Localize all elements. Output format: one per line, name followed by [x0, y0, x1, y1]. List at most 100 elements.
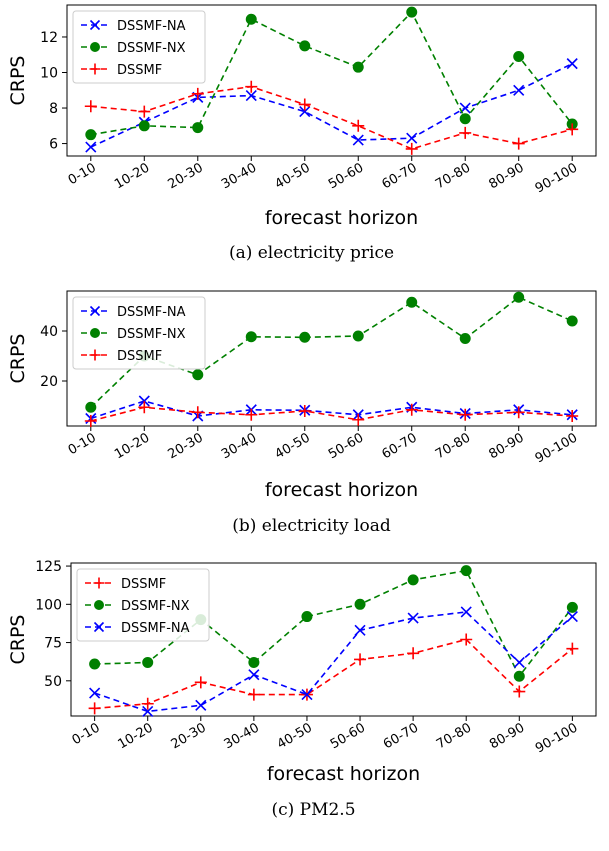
series-line: [90, 62, 573, 148]
data-point: [191, 87, 204, 100]
x-tick-label: 40-50: [273, 160, 313, 192]
data-point: [352, 330, 364, 342]
x-tick-label: 60-70: [381, 720, 421, 752]
data-point: [460, 606, 472, 618]
y-tick-label: 40: [40, 324, 58, 340]
chart-2: 50 75 100 125 0-10 10-20 20-30 30-40 40-50 50-60 6…: [7, 559, 597, 820]
legend-entry: DSSMF-NX: [81, 41, 186, 56]
data-point: [299, 106, 311, 118]
data-point: [299, 331, 311, 343]
legend-label: DSSMF: [117, 349, 162, 364]
legend-marker: [94, 600, 104, 610]
x-tick-label: 80-90: [487, 720, 527, 752]
data-point: [566, 410, 579, 422]
series-dssmf-na: [85, 58, 578, 153]
x-tick-label: 20-30: [166, 160, 206, 192]
legend-label: DSSMF-NX: [117, 41, 186, 56]
series-line: [94, 611, 573, 713]
data-point: [138, 395, 150, 407]
legend-label: DSSMF-NX: [121, 599, 190, 614]
series-line: [90, 10, 573, 136]
data-point: [407, 574, 419, 586]
x-tick-label: 50-60: [326, 160, 366, 192]
x-tick-label: 20-30: [169, 720, 209, 752]
data-point: [301, 689, 313, 701]
series-dssmf-nx: [85, 6, 578, 141]
y-tick-label: 8: [49, 101, 58, 117]
x-tick-label: 60-70: [380, 430, 420, 462]
data-point: [89, 658, 101, 670]
series-dssmf: [84, 401, 579, 427]
series-line: [94, 569, 574, 678]
series-line: [90, 406, 573, 422]
data-point: [407, 612, 419, 624]
x-tick-label: 90-100: [533, 160, 580, 196]
data-point: [245, 331, 257, 343]
x-tick-label: 40-50: [275, 720, 315, 752]
x-tick-label: 70-80: [434, 720, 474, 752]
data-point: [142, 705, 154, 717]
data-point: [513, 656, 525, 669]
y-tick-label: 125: [35, 559, 62, 575]
legend-marker: [90, 328, 100, 338]
data-point: [566, 642, 579, 655]
data-point: [191, 406, 204, 419]
y-tick-label: 75: [44, 636, 62, 652]
x-tick-label: 90-100: [533, 430, 580, 466]
series-dssmf: [84, 80, 579, 155]
data-point: [85, 401, 97, 413]
data-point: [405, 403, 418, 416]
y-tick-label: 10: [40, 66, 58, 82]
data-point: [245, 13, 257, 25]
data-point: [407, 647, 420, 660]
data-point: [566, 610, 578, 623]
x-tick-label: 10-20: [112, 160, 152, 192]
data-point: [352, 413, 365, 426]
data-point: [247, 688, 260, 701]
data-point: [406, 132, 418, 144]
legend-marker: [90, 42, 100, 52]
y-tick-label: 50: [44, 674, 62, 690]
data-point: [194, 676, 207, 689]
chart-caption: (c) PM2.5: [271, 800, 355, 820]
series-line: [90, 400, 573, 420]
x-tick-label: 30-40: [219, 160, 259, 192]
data-point: [566, 123, 579, 136]
plot-area-frame: [66, 4, 597, 157]
legend-box: [72, 10, 206, 84]
series-dssmf-nx: [89, 565, 578, 682]
x-tick-label: 90-100: [533, 720, 580, 756]
x-tick-label: 50-60: [326, 430, 366, 462]
x-tick-label: 60-70: [380, 160, 420, 192]
x-tick-label: 30-40: [219, 430, 259, 462]
legend-entry: DSSMF-NX: [81, 327, 186, 342]
data-point: [138, 120, 150, 132]
x-tick-label: 70-80: [433, 160, 473, 192]
y-axis-label: CRPS: [7, 615, 29, 665]
data-point: [406, 6, 418, 18]
x-tick-label: 0-10: [66, 160, 99, 188]
data-point: [299, 40, 311, 52]
legend-label: DSSMF-NA: [121, 621, 190, 636]
x-tick-label: 50-60: [328, 720, 368, 752]
x-tick-label: 0-10: [70, 720, 103, 748]
plot-area-frame: [66, 290, 597, 427]
chart-caption: (a) electricity price: [229, 243, 394, 263]
data-point: [85, 141, 97, 153]
x-tick-label: 0-10: [66, 430, 99, 458]
legend-marker: [89, 19, 101, 31]
legend-entry: DSSMF-NA: [81, 19, 186, 34]
data-point: [460, 565, 472, 577]
data-point: [406, 296, 418, 308]
series-dssmf-na: [85, 395, 578, 425]
chart-caption: (b) electricity load: [232, 516, 391, 536]
y-tick-label: 6: [49, 137, 58, 153]
y-axis-label: CRPS: [7, 56, 29, 106]
legend-marker: [89, 305, 101, 317]
legend-entry: DSSMF-NA: [85, 621, 190, 636]
data-point: [141, 697, 154, 710]
x-tick-label: 10-20: [115, 720, 155, 752]
data-point: [354, 653, 367, 666]
data-point: [459, 333, 471, 344]
